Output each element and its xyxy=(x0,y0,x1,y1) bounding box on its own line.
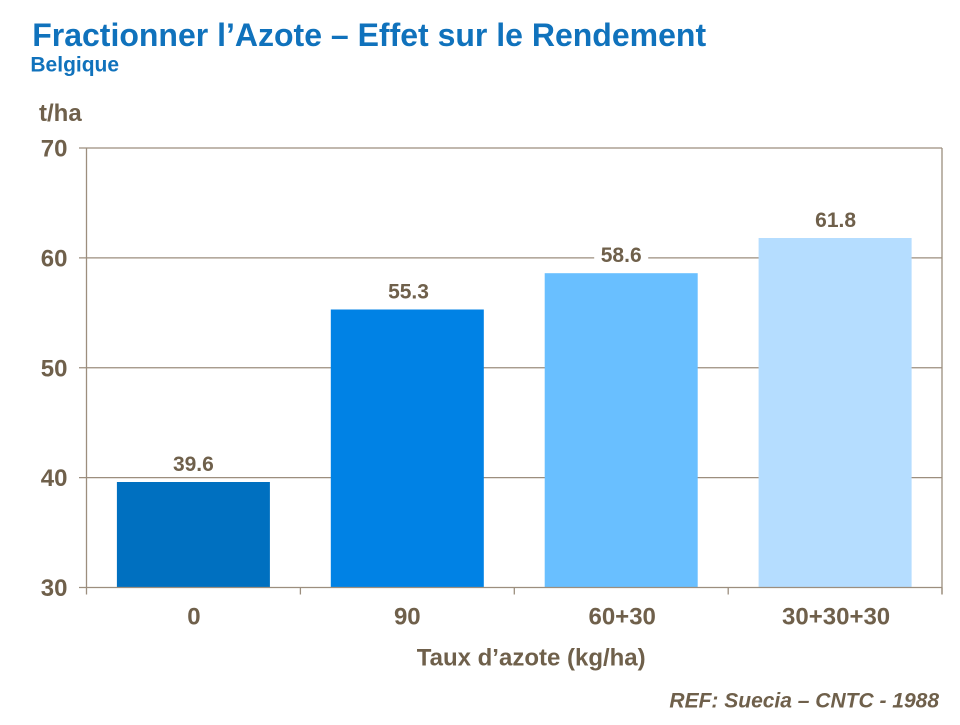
svg-text:30: 30 xyxy=(41,575,68,602)
svg-text:Taux d’azote (kg/ha): Taux d’azote (kg/ha) xyxy=(417,645,646,672)
svg-text:0: 0 xyxy=(187,604,200,631)
svg-text:Belgique: Belgique xyxy=(30,54,119,77)
svg-text:70: 70 xyxy=(41,136,68,163)
svg-text:REF: Suecia – CNTC - 1988: REF: Suecia – CNTC - 1988 xyxy=(669,690,939,713)
svg-text:30+30+30: 30+30+30 xyxy=(782,604,890,631)
svg-text:60+30: 60+30 xyxy=(588,604,655,631)
svg-text:50: 50 xyxy=(41,355,68,382)
svg-text:40: 40 xyxy=(41,465,68,492)
svg-text:55.3: 55.3 xyxy=(388,281,429,304)
svg-text:60: 60 xyxy=(41,246,68,273)
svg-text:90: 90 xyxy=(394,604,421,631)
svg-text:39.6: 39.6 xyxy=(173,453,214,476)
svg-text:Fractionner l’Azote – Effet su: Fractionner l’Azote – Effet sur le Rende… xyxy=(32,17,706,53)
svg-text:t/ha: t/ha xyxy=(39,100,82,127)
svg-text:58.6: 58.6 xyxy=(601,244,642,267)
svg-text:61.8: 61.8 xyxy=(815,209,856,232)
